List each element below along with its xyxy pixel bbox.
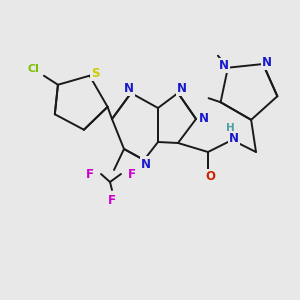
Text: F: F <box>128 167 136 181</box>
Text: H: H <box>226 123 234 133</box>
Text: Cl: Cl <box>28 64 40 74</box>
Text: F: F <box>86 167 94 181</box>
Text: N: N <box>177 82 187 94</box>
Text: N: N <box>141 158 151 170</box>
Text: N: N <box>262 56 272 68</box>
Text: O: O <box>205 170 215 184</box>
Text: N: N <box>199 112 209 125</box>
Text: N: N <box>219 59 229 72</box>
Text: N: N <box>229 133 239 146</box>
Text: N: N <box>124 82 134 94</box>
Text: F: F <box>108 194 116 206</box>
Text: S: S <box>91 67 100 80</box>
